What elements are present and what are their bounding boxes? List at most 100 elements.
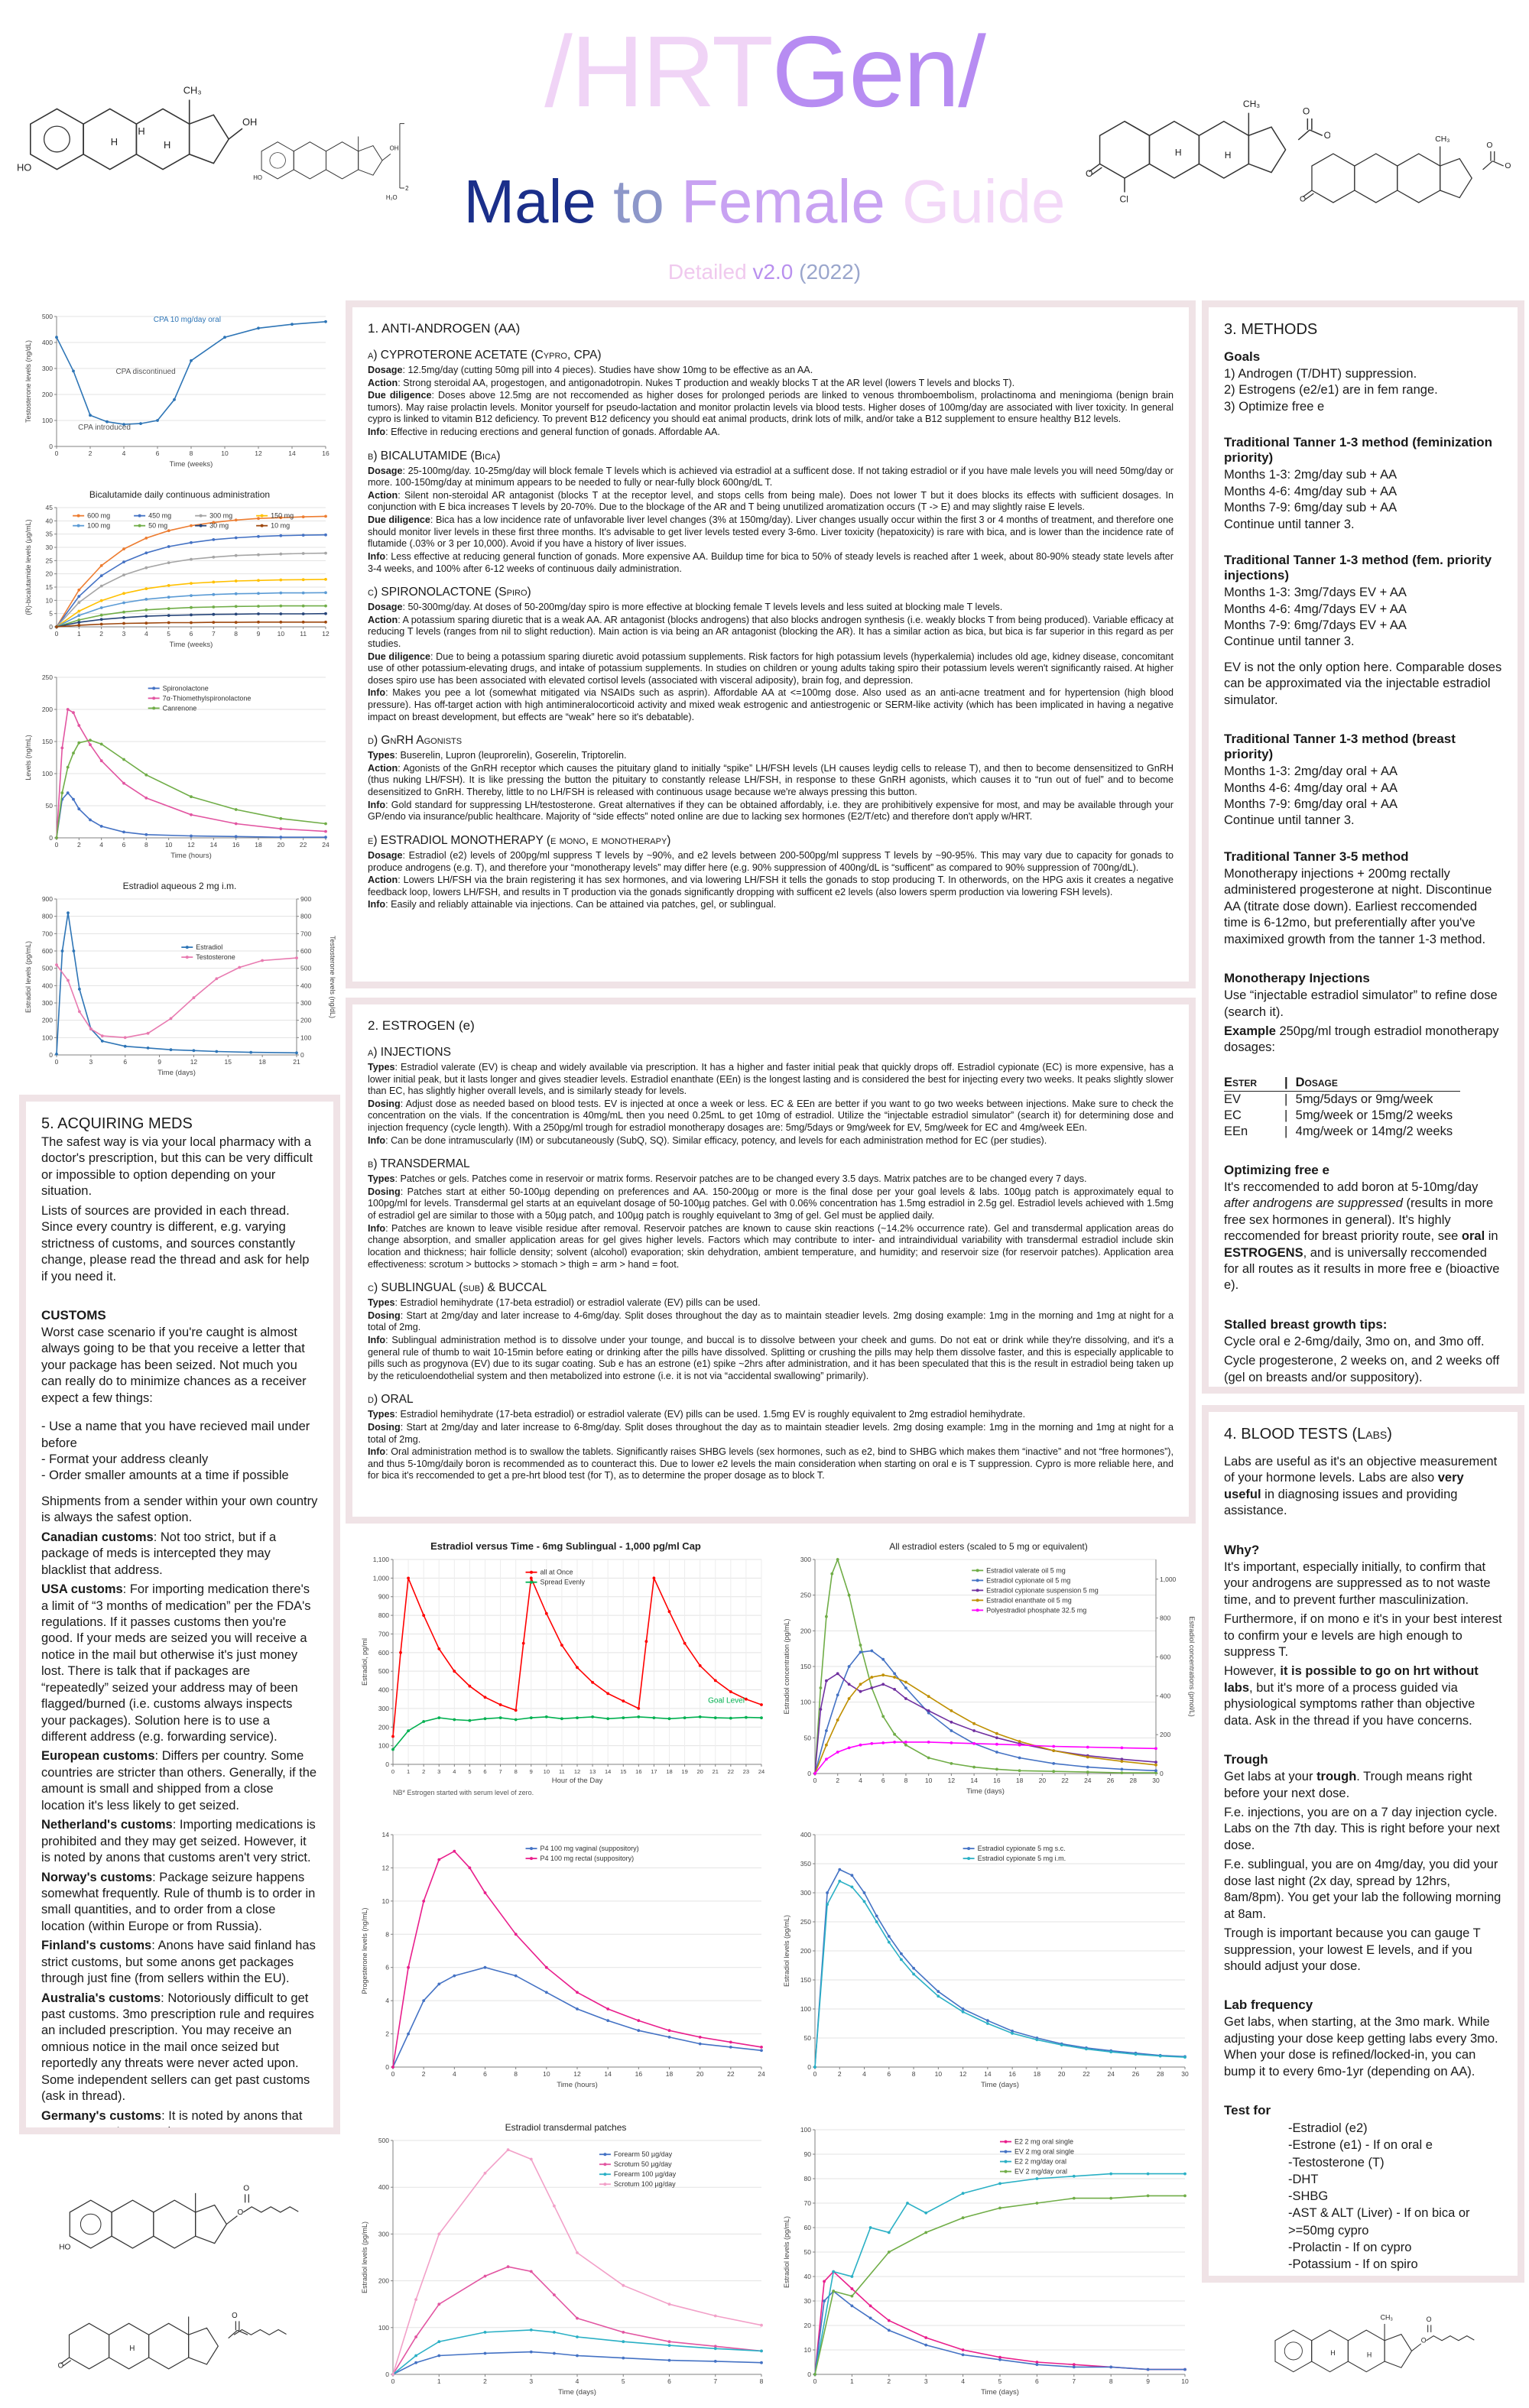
svg-text:250: 250	[800, 1918, 811, 1926]
svg-text:3: 3	[924, 2377, 928, 2385]
chart-title: Estradiol versus Time - 6mg Sublingual -…	[430, 1540, 701, 1552]
paragraph: F.e. injections, you are on a 7 day inje…	[1224, 1806, 1500, 1852]
legend-label: E2 2 mg/day oral	[1014, 2158, 1066, 2166]
svg-text:15: 15	[225, 1058, 232, 1066]
svg-text:20: 20	[1058, 2070, 1066, 2078]
svg-text:2: 2	[422, 1768, 425, 1775]
svg-text:10: 10	[544, 1768, 550, 1775]
svg-text:900: 900	[378, 1593, 389, 1601]
svg-text:400: 400	[42, 339, 53, 346]
svg-text:500: 500	[378, 1667, 389, 1675]
atom-label: O	[243, 2185, 249, 2193]
svg-text:10: 10	[382, 1897, 390, 1905]
svg-text:5: 5	[167, 630, 170, 638]
spacer	[1224, 829, 1502, 839]
svg-text:50: 50	[804, 2248, 812, 2256]
drug-field: Due diligence: Bica has a low incidence …	[368, 514, 1174, 550]
block-heading: Traditional Tanner 1-3 method (feminizat…	[1224, 435, 1493, 466]
drug-field: Info: Less effective at reducing general…	[368, 550, 1174, 574]
svg-text:6: 6	[122, 841, 126, 849]
x-axis-label: Hour of the Day	[552, 1777, 603, 1785]
atom-label: H	[1225, 150, 1232, 161]
svg-text:70: 70	[804, 2199, 812, 2207]
svg-text:800: 800	[42, 913, 53, 920]
svg-text:6: 6	[1035, 2377, 1039, 2385]
table-cell: EEn	[1224, 1124, 1248, 1138]
svg-text:21: 21	[713, 1768, 719, 1775]
legend-label: Estradiol cypionate 5 mg s.c.	[978, 1845, 1066, 1852]
series-line	[814, 1674, 1157, 1774]
paragraph: Use “injectable estradiol simulator” to …	[1224, 988, 1498, 1019]
chart-svg-cpa-testosterone: 0 100 200 300 400 500 0 2 4 6 8 10 12 14 16 Testosteron…	[24, 313, 329, 469]
svg-text:600: 600	[42, 947, 53, 955]
drug-field: Info: Makes you pee a lot (somewhat miti…	[368, 687, 1174, 722]
drug-field: Info: Oral administration method is to s…	[368, 1446, 1174, 1481]
svg-text:20: 20	[696, 2070, 704, 2078]
svg-text:500: 500	[42, 965, 53, 972]
chart-annotation: CPA discontinued	[115, 368, 175, 376]
svg-text:15: 15	[46, 583, 54, 591]
subtitle-to: to	[596, 167, 682, 235]
svg-text:500: 500	[378, 2137, 389, 2144]
section-title: 2. ESTROGEN (e)	[368, 1018, 475, 1033]
line: Months 7-9: 6mg/day oral + AA	[1224, 797, 1398, 811]
svg-text:200: 200	[1160, 1731, 1170, 1738]
y-axis-label: Estradiol levels (pg/mL)	[783, 2216, 790, 2288]
spacer	[41, 1288, 318, 1297]
svg-text:8: 8	[1109, 2377, 1113, 2385]
svg-text:900: 900	[300, 895, 311, 903]
atom-label: O	[1300, 195, 1306, 203]
svg-text:20: 20	[696, 1768, 703, 1775]
svg-text:300: 300	[800, 1889, 811, 1897]
indented-line: -Estrone (e1) - If on oral e	[1288, 2138, 1433, 2153]
y-axis-label: Levels (ng/mL)	[24, 735, 32, 780]
line: 3) Optimize free e	[1224, 399, 1325, 414]
svg-text:0: 0	[49, 1051, 53, 1059]
svg-text:0: 0	[391, 1768, 394, 1775]
legend-label: Testosterone	[196, 953, 235, 961]
paragraph: Finland's customs: Anons have said finla…	[41, 1939, 316, 1986]
paragraph: Germany's customs: It is noted by anons …	[41, 2108, 303, 2134]
chart-title: Estradiol transdermal patches	[505, 2122, 627, 2133]
table-cell: EC	[1224, 1108, 1242, 1122]
column-header: Ester	[1224, 1074, 1285, 1092]
legend-label: P4 100 mg vaginal (suppository)	[541, 1845, 639, 1852]
svg-text:14: 14	[984, 2070, 992, 2078]
legend-label: Scrotum 50 µg/day	[614, 2160, 672, 2168]
svg-text:18: 18	[1034, 2070, 1041, 2078]
svg-text:24: 24	[758, 1768, 764, 1775]
x-axis-label: Time (days)	[558, 2388, 596, 2397]
legend-label: EV 2 mg/day oral	[1014, 2168, 1067, 2176]
atom-label: HO	[17, 162, 31, 174]
legend-label: 10 mg	[271, 522, 290, 530]
steroid-ketone-structure: O O H	[42, 2267, 325, 2404]
chart-esters-scaled: 0 50 100 150 200 250 300 0 2 4 6 8 10 12 14 16 18 20 22 24 2…	[781, 1538, 1196, 1800]
svg-text:0: 0	[1160, 1770, 1164, 1777]
svg-text:30: 30	[1181, 2070, 1189, 2078]
y-axis-label: Estradiol levels (pg/mL)	[24, 941, 32, 1013]
svg-text:24: 24	[322, 841, 329, 849]
ester-dosage-table: Ester|Dosage|EV|5mg/5days or 9mg/week|EC…	[1224, 1074, 1461, 1140]
drug-field: Action: Agonists of the GnRH receptor wh…	[368, 762, 1174, 798]
svg-text:5: 5	[49, 610, 53, 618]
line: - Use a name that you have recieved mail…	[41, 1420, 310, 1450]
svg-text:60: 60	[804, 2224, 812, 2231]
svg-text:150: 150	[800, 1663, 811, 1670]
atom-label: OH	[242, 116, 257, 128]
paragraph: Cycle progesterone, 2 weeks on, and 2 we…	[1224, 1354, 1500, 1384]
svg-text:8: 8	[515, 1768, 518, 1775]
series-line	[392, 2149, 762, 2375]
svg-text:300: 300	[42, 999, 53, 1007]
svg-text:14: 14	[970, 1777, 978, 1784]
svg-text:6: 6	[190, 630, 193, 638]
svg-text:35: 35	[46, 531, 54, 538]
svg-text:14: 14	[210, 841, 218, 849]
svg-text:4: 4	[576, 2377, 579, 2385]
spacer	[1224, 1732, 1502, 1741]
drug-field: Dosing: Adjust dose as needed based on b…	[368, 1098, 1174, 1134]
svg-text:300: 300	[800, 1556, 811, 1563]
section-blood-tests: 4. BLOOD TESTS (Labs) Labs are useful as…	[1202, 1405, 1524, 2283]
drug-field: Info: Gold standard for suppressing LH/t…	[368, 799, 1174, 823]
drug-field: Types: Estradiol hemihydrate (17-beta es…	[368, 1297, 761, 1309]
